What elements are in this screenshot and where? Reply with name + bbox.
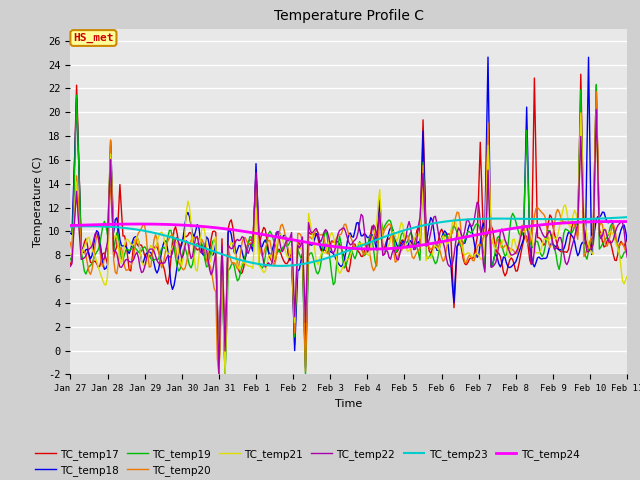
TC_temp17 (385, 236, 393, 242)
TC_temp23 (557, 216, 564, 222)
TC_temp18 (484, 54, 492, 60)
TC_temp23 (67, 224, 74, 229)
TC_temp21 (82, 240, 90, 246)
TC_temp21 (385, 242, 393, 248)
Text: HS_met: HS_met (73, 33, 114, 43)
TC_temp20 (416, 246, 424, 252)
Y-axis label: Temperature (C): Temperature (C) (33, 156, 43, 247)
TC_temp24 (67, 223, 74, 228)
TC_temp22 (67, 264, 74, 269)
Line: TC_temp22: TC_temp22 (70, 109, 627, 374)
TC_temp19 (215, 372, 223, 377)
Line: TC_temp23: TC_temp23 (70, 217, 627, 266)
TC_temp22 (170, 242, 178, 248)
TC_temp18 (385, 228, 393, 234)
TC_temp21 (577, 110, 585, 116)
TC_temp20 (67, 240, 74, 245)
TC_temp22 (416, 215, 424, 221)
TC_temp20 (170, 235, 178, 241)
TC_temp20 (593, 89, 600, 95)
TC_temp19 (623, 250, 631, 256)
TC_temp22 (82, 253, 90, 259)
TC_temp18 (416, 243, 424, 249)
TC_temp18 (221, 372, 229, 377)
TC_temp18 (404, 244, 412, 250)
TC_temp18 (558, 247, 566, 253)
TC_temp19 (593, 82, 600, 87)
TC_temp18 (82, 247, 90, 252)
TC_temp21 (404, 249, 412, 254)
TC_temp19 (82, 271, 90, 277)
Line: TC_temp18: TC_temp18 (70, 57, 627, 374)
TC_temp17 (404, 245, 412, 251)
TC_temp24 (170, 222, 178, 228)
TC_temp19 (557, 259, 564, 264)
TC_temp20 (82, 253, 90, 259)
Line: TC_temp19: TC_temp19 (70, 84, 627, 374)
TC_temp17 (577, 72, 585, 77)
TC_temp21 (623, 274, 631, 279)
TC_temp23 (82, 223, 90, 229)
TC_temp21 (170, 241, 178, 247)
Title: Temperature Profile C: Temperature Profile C (274, 10, 424, 24)
TC_temp18 (170, 283, 178, 288)
Line: TC_temp20: TC_temp20 (70, 92, 627, 374)
TC_temp23 (170, 235, 178, 241)
TC_temp21 (557, 218, 564, 224)
TC_temp23 (404, 227, 412, 232)
TC_temp22 (623, 254, 631, 260)
TC_temp17 (170, 228, 178, 233)
TC_temp24 (623, 219, 631, 225)
TC_temp22 (557, 235, 564, 240)
TC_temp20 (623, 252, 631, 257)
TC_temp17 (82, 236, 90, 242)
TC_temp22 (404, 224, 412, 229)
Legend: TC_temp17, TC_temp18, TC_temp19, TC_temp20, TC_temp21, TC_temp22, TC_temp23, TC_: TC_temp17, TC_temp18, TC_temp19, TC_temp… (31, 444, 584, 480)
TC_temp18 (623, 238, 631, 244)
TC_temp20 (404, 233, 412, 239)
TC_temp23 (385, 232, 393, 238)
TC_temp21 (416, 235, 424, 241)
TC_temp19 (404, 239, 412, 245)
TC_temp22 (593, 107, 600, 112)
Line: TC_temp17: TC_temp17 (70, 74, 627, 374)
TC_temp24 (385, 246, 393, 252)
TC_temp23 (623, 214, 631, 220)
TC_temp19 (416, 257, 424, 263)
TC_temp19 (67, 256, 74, 262)
Line: TC_temp24: TC_temp24 (70, 221, 627, 249)
TC_temp17 (215, 372, 223, 377)
TC_temp24 (370, 246, 378, 252)
TC_temp24 (404, 244, 412, 250)
TC_temp19 (385, 217, 393, 223)
TC_temp23 (277, 263, 285, 269)
TC_temp19 (170, 244, 178, 250)
TC_temp21 (215, 372, 223, 377)
TC_temp24 (557, 220, 564, 226)
TC_temp24 (416, 242, 424, 248)
X-axis label: Time: Time (335, 399, 362, 408)
TC_temp18 (67, 230, 74, 236)
TC_temp17 (416, 230, 424, 236)
TC_temp24 (82, 222, 90, 228)
TC_temp24 (614, 218, 622, 224)
TC_temp22 (215, 372, 223, 377)
TC_temp17 (557, 249, 564, 254)
TC_temp17 (67, 262, 74, 267)
TC_temp20 (385, 221, 393, 227)
TC_temp22 (385, 254, 393, 260)
TC_temp23 (416, 223, 424, 229)
TC_temp20 (215, 372, 223, 377)
Line: TC_temp21: TC_temp21 (70, 113, 627, 374)
TC_temp20 (557, 215, 564, 220)
TC_temp21 (67, 251, 74, 257)
TC_temp17 (623, 234, 631, 240)
